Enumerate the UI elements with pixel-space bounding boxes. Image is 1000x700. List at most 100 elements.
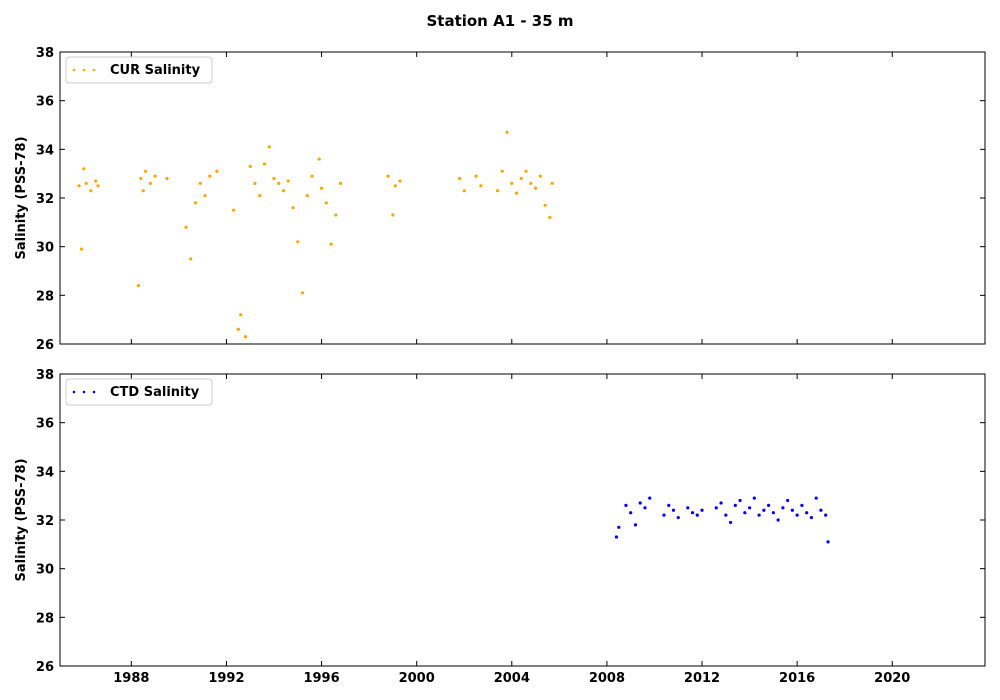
data-point	[624, 503, 628, 507]
data-point	[457, 176, 462, 181]
y-axis-label: Salinity (PSS-78)	[14, 458, 29, 581]
data-point	[719, 501, 723, 505]
data-point	[819, 508, 823, 512]
scatter-points	[77, 130, 554, 339]
data-point	[479, 184, 483, 188]
legend: CTD Salinity	[65, 378, 213, 406]
x-tick-label: 1992	[208, 671, 244, 686]
data-point	[757, 513, 761, 517]
data-point	[253, 181, 257, 185]
data-point	[500, 169, 504, 173]
legend-marker	[72, 68, 96, 72]
y-tick-label: 34	[36, 143, 54, 158]
legend-marker-dot	[92, 390, 96, 394]
data-point	[617, 525, 621, 529]
legend-box	[65, 378, 213, 406]
data-point	[733, 503, 737, 507]
legend-marker-dot	[82, 390, 86, 394]
data-point	[781, 506, 785, 510]
data-point	[505, 130, 509, 134]
data-point	[776, 518, 780, 522]
data-point	[510, 181, 514, 185]
ctd-salinity-panel: Salinity (PSS-78) 26 28 30 32 34 36 38 1988 199…	[14, 368, 986, 686]
legend-marker-dot	[72, 390, 76, 394]
data-point	[529, 181, 533, 185]
data-point	[310, 174, 314, 178]
data-point	[519, 176, 523, 181]
y-tick-label: 34	[36, 465, 54, 480]
x-tick-label: 2000	[399, 671, 435, 686]
data-point	[738, 498, 742, 503]
data-point	[148, 181, 152, 185]
data-point	[231, 208, 236, 212]
data-point	[805, 511, 809, 515]
data-point	[319, 186, 324, 190]
data-point	[824, 513, 828, 517]
data-point	[236, 327, 240, 331]
data-point	[305, 193, 309, 198]
data-point	[462, 189, 466, 193]
y-tick-label: 38	[36, 46, 54, 61]
data-point	[809, 515, 814, 520]
x-tick-label: 2016	[779, 671, 815, 686]
data-point	[139, 176, 143, 181]
cur-salinity-panel: Salinity (PSS-78) 26 28 30 32 34 36 38 CUR Sal…	[14, 46, 986, 353]
data-point	[648, 496, 652, 500]
x-tick-label: 2012	[684, 671, 720, 686]
data-point	[826, 540, 830, 544]
data-point	[614, 535, 619, 539]
data-point	[398, 179, 402, 183]
y-tick-label: 30	[36, 563, 54, 578]
data-point	[495, 189, 500, 193]
data-point	[193, 201, 198, 205]
data-point	[84, 181, 88, 185]
x-axis-ticks	[130, 52, 893, 344]
plot-frame	[59, 373, 986, 667]
legend: CUR Salinity	[65, 56, 213, 84]
data-point	[329, 242, 333, 246]
scatter-points	[614, 496, 830, 544]
legend-label: CUR Salinity	[110, 63, 201, 78]
x-axis-ticks: 1988 1992 1996 2000 2004 2008 2012 2016 2020	[113, 374, 910, 686]
data-point	[724, 513, 728, 517]
data-point	[638, 501, 642, 505]
data-point	[386, 174, 390, 178]
data-point	[94, 179, 98, 183]
data-point	[136, 284, 141, 288]
x-tick-label: 2020	[874, 671, 910, 686]
legend-box	[65, 56, 213, 84]
data-point	[714, 506, 718, 510]
data-point	[215, 169, 219, 173]
y-tick-label: 36	[36, 95, 54, 110]
data-point	[334, 213, 338, 217]
legend-marker-dot	[92, 68, 96, 72]
data-point	[543, 203, 547, 207]
data-point	[184, 225, 188, 229]
y-axis-label: Salinity (PSS-78)	[14, 136, 29, 259]
data-point	[633, 523, 638, 527]
data-point	[771, 511, 775, 515]
data-point	[198, 181, 202, 185]
data-point	[153, 174, 157, 178]
x-tick-label: 2008	[589, 671, 625, 686]
data-point	[272, 176, 276, 181]
data-point	[690, 511, 695, 515]
data-point	[686, 506, 690, 510]
figure-title: Station A1 - 35 m	[426, 12, 573, 30]
data-point	[208, 174, 212, 178]
data-point	[277, 181, 281, 185]
data-point	[243, 335, 248, 339]
data-point	[514, 191, 519, 195]
y-tick-label: 26	[36, 660, 54, 675]
data-point	[267, 145, 271, 149]
y-axis-ticks: 26 28 30 32 34 36 38	[36, 368, 985, 675]
data-point	[338, 181, 343, 185]
data-point	[676, 515, 680, 520]
data-point	[752, 496, 756, 500]
data-point	[790, 508, 794, 512]
data-point	[524, 169, 528, 173]
data-point	[296, 240, 300, 244]
data-point	[814, 496, 818, 500]
legend-marker-dot	[72, 68, 76, 72]
